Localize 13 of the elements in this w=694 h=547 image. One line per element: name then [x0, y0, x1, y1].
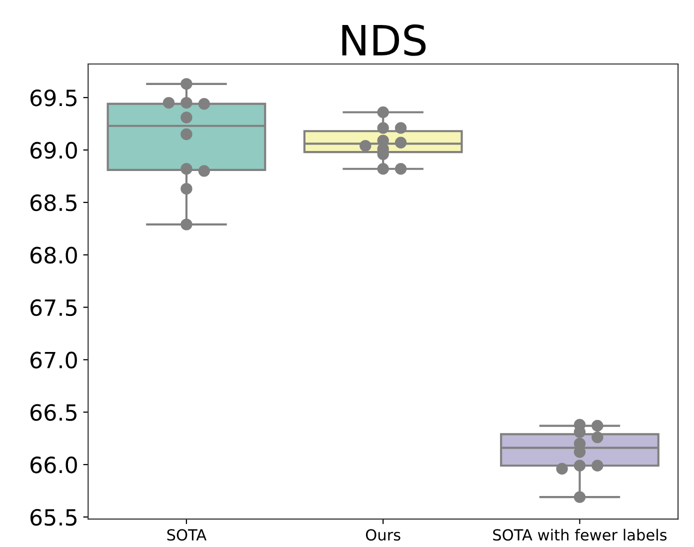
y-tick-label: 67.5: [30, 299, 76, 316]
y-tick-label: 68.5: [30, 194, 76, 212]
x-tick-label: SOTA: [167, 529, 206, 541]
x-tick-label: SOTA with fewer labels: [493, 528, 667, 541]
y-tick-label: 66.5: [30, 404, 76, 421]
chart-title: NDS: [342, 24, 426, 56]
y-tick-label: 68.0: [30, 246, 77, 264]
x-tick-label: Ours: [366, 529, 400, 541]
y-tick-label: 65.5: [30, 508, 76, 526]
y-tick-label: 66.0: [30, 456, 77, 474]
y-tick-label: 69.5: [30, 90, 76, 106]
y-tick-label: 69.0: [30, 142, 77, 159]
y-tick-label: 67.0: [30, 352, 77, 368]
